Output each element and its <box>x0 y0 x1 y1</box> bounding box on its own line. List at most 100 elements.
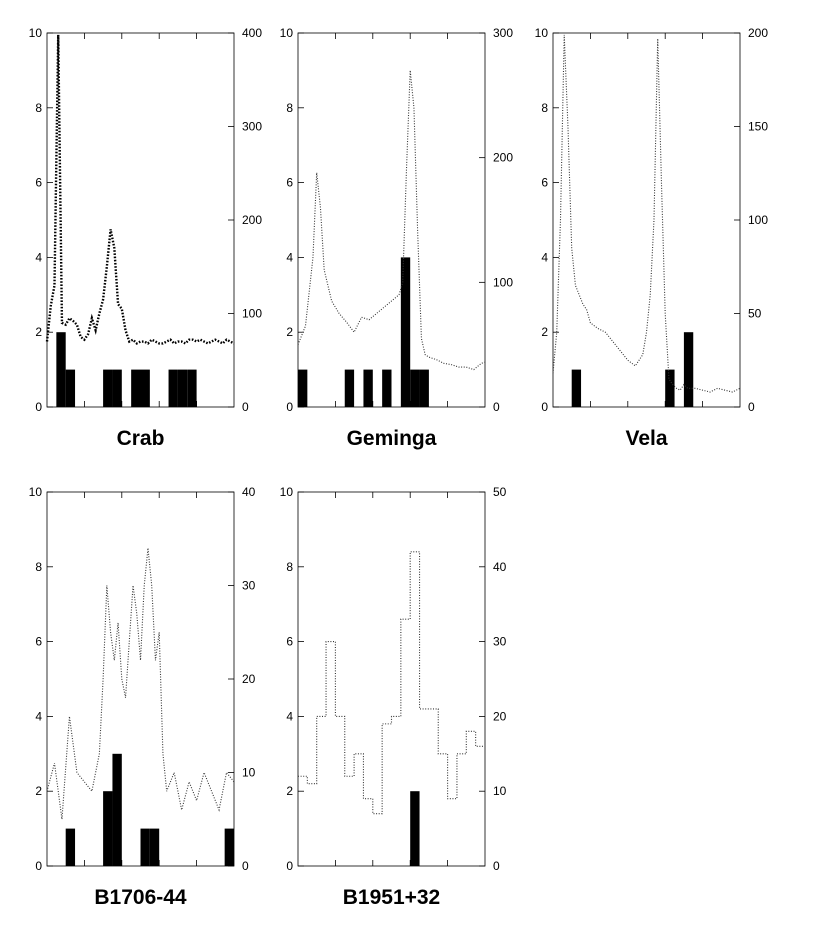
left-y-tick-label: 10 <box>29 26 43 40</box>
left-y-tick-label: 8 <box>286 101 293 115</box>
left-y-tick-label: 10 <box>535 26 549 40</box>
left-y-tick-label: 8 <box>541 101 548 115</box>
histogram-bar <box>65 369 76 407</box>
histogram-bar <box>112 369 122 407</box>
right-y-tick-label: 20 <box>493 709 507 723</box>
left-y-tick-label: 0 <box>286 859 293 873</box>
right-y-tick-label: 0 <box>493 859 500 873</box>
pulse-profile-line <box>46 548 235 820</box>
histogram-bar <box>140 369 150 407</box>
plot-frame <box>552 32 741 408</box>
left-y-tick-label: 6 <box>286 176 293 190</box>
right-y-tick-label: 10 <box>242 766 256 780</box>
right-y-tick-label: 50 <box>748 307 762 321</box>
left-y-tick-label: 8 <box>286 560 293 574</box>
left-y-tick-label: 4 <box>35 250 42 264</box>
panel-title: B1706-44 <box>94 886 187 909</box>
right-y-tick-label: 200 <box>748 26 768 40</box>
panel-title: Geminga <box>347 427 437 450</box>
right-y-tick-label: 200 <box>242 213 262 227</box>
histogram-bar <box>419 369 429 407</box>
right-y-tick-label: 150 <box>748 120 768 134</box>
left-y-tick-label: 4 <box>541 250 548 264</box>
left-y-tick-label: 10 <box>29 485 43 499</box>
left-y-tick-label: 8 <box>35 560 42 574</box>
left-y-tick-label: 6 <box>35 635 42 649</box>
pulse-profile-line <box>298 551 485 815</box>
histogram-bar <box>410 369 420 407</box>
right-y-tick-label: 100 <box>242 307 262 321</box>
left-y-tick-label: 0 <box>35 859 42 873</box>
right-y-tick-label: 0 <box>493 400 500 414</box>
pulse-profile-line <box>552 34 741 393</box>
right-y-tick-label: 0 <box>242 400 249 414</box>
histogram-bar <box>177 369 188 407</box>
histogram-bar <box>298 369 308 407</box>
panel-b1951-32: 0 2 4 6 8 10 0 10 20 30 40 50 B1951+32 <box>280 485 507 909</box>
right-y-tick-label: 200 <box>493 151 513 165</box>
pulse-profile-line <box>297 70 486 371</box>
histogram-bar <box>571 369 582 407</box>
histogram-bar <box>103 369 113 407</box>
histogram-bar <box>149 828 160 866</box>
histogram-bar <box>103 791 113 866</box>
histogram-bar <box>140 828 150 866</box>
right-y-tick-label: 0 <box>242 859 249 873</box>
right-y-tick-label: 10 <box>493 784 507 798</box>
histogram-bar <box>683 332 694 407</box>
left-y-tick-label: 6 <box>35 176 42 190</box>
panel-title: Vela <box>625 427 667 450</box>
histogram-bar <box>224 828 234 866</box>
histogram-bar <box>112 753 122 866</box>
right-y-tick-label: 30 <box>493 635 507 649</box>
right-y-tick-label: 0 <box>748 400 755 414</box>
left-y-tick-label: 0 <box>286 400 293 414</box>
left-y-tick-label: 6 <box>286 635 293 649</box>
left-y-tick-label: 10 <box>280 485 294 499</box>
left-y-tick-label: 4 <box>35 709 42 723</box>
right-y-tick-label: 30 <box>242 579 256 593</box>
left-y-tick-label: 10 <box>280 26 294 40</box>
right-y-tick-label: 40 <box>493 560 507 574</box>
left-y-tick-label: 2 <box>35 325 42 339</box>
left-y-tick-label: 4 <box>286 250 293 264</box>
histogram-bar <box>56 332 66 407</box>
left-y-tick-label: 0 <box>541 400 548 414</box>
left-y-tick-label: 2 <box>286 325 293 339</box>
left-y-tick-label: 6 <box>541 176 548 190</box>
pulse-profile-line <box>45 34 235 345</box>
right-y-tick-label: 100 <box>493 275 513 289</box>
panel-b1706-44: 0 2 4 6 8 10 0 10 20 30 40 B1706-44 <box>29 485 256 909</box>
right-y-tick-label: 100 <box>748 213 768 227</box>
left-y-tick-label: 2 <box>35 784 42 798</box>
left-y-tick-label: 8 <box>35 101 42 115</box>
plot-frame <box>297 491 486 867</box>
histogram-bar <box>344 369 355 407</box>
histogram-bar <box>65 828 76 866</box>
right-y-tick-label: 300 <box>493 26 513 40</box>
histogram-bar <box>187 369 197 407</box>
right-y-tick-label: 20 <box>242 672 256 686</box>
right-y-tick-label: 400 <box>242 26 262 40</box>
left-y-tick-label: 2 <box>286 784 293 798</box>
right-y-tick-label: 300 <box>242 120 262 134</box>
left-y-tick-label: 2 <box>541 325 548 339</box>
plot-frame <box>46 32 235 408</box>
histogram-bar <box>363 369 373 407</box>
plot-frame <box>297 32 486 408</box>
left-y-tick-label: 0 <box>35 400 42 414</box>
plot-frame <box>46 491 235 867</box>
panel-title: Crab <box>117 427 165 450</box>
left-y-tick-label: 4 <box>286 709 293 723</box>
histogram-bar <box>410 791 420 866</box>
right-y-tick-label: 40 <box>242 485 256 499</box>
right-y-tick-label: 50 <box>493 485 507 499</box>
histogram-bar <box>382 369 392 407</box>
histogram-bar <box>665 369 675 407</box>
histogram-bar <box>400 257 411 407</box>
histogram-bar <box>131 369 141 407</box>
